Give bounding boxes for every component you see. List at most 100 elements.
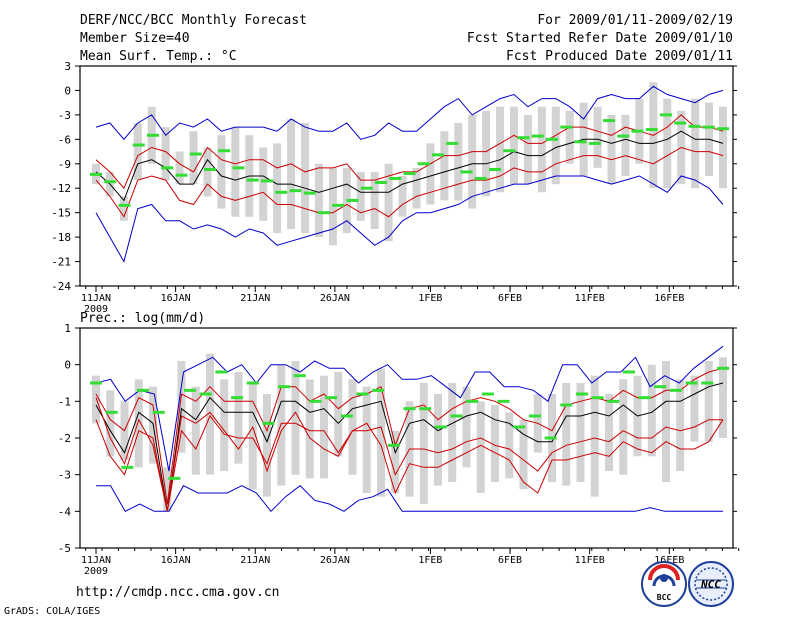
spread-bar	[576, 383, 585, 482]
spread-bar	[491, 405, 499, 482]
bcc-logo-label: BCC	[657, 593, 672, 602]
forecast-mark	[591, 396, 604, 400]
x-tick-label: 6FEB	[498, 555, 522, 566]
forecast-mark	[660, 113, 672, 117]
forecast-mark	[654, 385, 667, 389]
y-tick-label: 0	[64, 84, 71, 97]
forecast-mark	[262, 421, 275, 425]
forecast-mark	[460, 170, 473, 174]
forecast-mark	[137, 388, 150, 392]
forecast-mark	[293, 374, 306, 378]
spread-bar	[277, 364, 286, 486]
chart-title: DERF/NCC/BCC Monthly Forecast	[80, 13, 307, 28]
prec-panel-title: Prec.: log(mm/d)	[80, 311, 205, 326]
spread-bar	[206, 353, 214, 475]
spread-bar	[191, 386, 200, 475]
spread-bar	[462, 386, 471, 468]
x-tick-label: 16JAN	[161, 555, 191, 566]
member-size: Member Size=40	[80, 31, 190, 46]
forecast-mark	[489, 167, 501, 171]
spread-bar	[565, 110, 574, 164]
forecast-mark	[118, 203, 131, 207]
series-line-lower	[95, 146, 724, 218]
spread-bar	[163, 467, 172, 512]
forecast-mark	[481, 392, 494, 396]
forecast-mark	[531, 134, 544, 138]
spread-bar	[348, 379, 357, 475]
spread-bar	[134, 379, 143, 468]
spread-bar	[662, 361, 670, 482]
forecast-mark	[121, 465, 134, 469]
spread-bar	[133, 123, 142, 181]
forecast-mark	[261, 179, 273, 183]
forecast-mark	[717, 366, 729, 370]
spread-bar	[551, 106, 560, 185]
spread-bar	[691, 98, 700, 189]
forecast-mark	[204, 167, 216, 171]
spread-bar	[476, 401, 485, 493]
y-tick-label: -3	[58, 469, 71, 482]
spread-bar	[676, 379, 685, 471]
spread-bar	[510, 106, 518, 185]
spread-bar	[719, 357, 727, 438]
spread-bar	[647, 364, 656, 457]
forecast-mark	[631, 129, 644, 133]
spread-bar	[434, 394, 442, 486]
spread-bar	[496, 106, 505, 193]
x-tick-label: 11JAN	[81, 555, 111, 566]
series-line-min	[95, 175, 724, 263]
spread-bar	[119, 196, 128, 221]
spread-bar	[482, 110, 491, 197]
spread-bar	[362, 386, 371, 493]
y-tick-label: -24	[51, 280, 71, 293]
source-url: http://cmdp.ncc.cma.gov.cn	[76, 585, 280, 600]
spread-bar	[562, 383, 571, 486]
forecast-mark	[446, 141, 459, 145]
forecast-mark	[669, 388, 682, 392]
forecast-mark	[340, 414, 353, 418]
fcst-started-date: Fcst Started Refer Date 2009/01/10	[467, 31, 733, 46]
spread-bar	[263, 394, 271, 497]
forecast-mark	[403, 407, 416, 411]
x-tick-label: 6FEB	[498, 293, 522, 304]
forecast-mark	[513, 425, 526, 429]
forecast-mark	[617, 134, 630, 138]
forecast-mark	[645, 128, 658, 132]
forecast-mark	[289, 189, 302, 193]
spread-bar	[106, 390, 115, 457]
forecast-mark	[346, 198, 359, 202]
forecast-mark	[104, 180, 117, 184]
x-tick-year: 2009	[84, 304, 108, 315]
forecast-mark	[588, 141, 601, 145]
x-tick-label: 11FEB	[575, 555, 605, 566]
forecast-mark	[717, 127, 729, 131]
y-tick-label: 0	[64, 359, 71, 372]
ncc-logo-label: NCC	[700, 578, 721, 591]
spread-bar	[607, 114, 616, 185]
y-tick-label: -3	[58, 109, 71, 122]
spread-bar	[663, 98, 672, 189]
forecast-mark	[231, 396, 244, 400]
spread-bar	[412, 167, 421, 209]
forecast-mark	[702, 125, 715, 129]
spread-bar	[398, 176, 407, 217]
forecast-mark	[303, 191, 316, 195]
y-tick-label: -18	[51, 231, 71, 244]
spread-bar	[468, 114, 477, 209]
temp-panel-title: Mean Surf. Temp.: °C	[80, 49, 237, 64]
series-line-max	[95, 85, 724, 141]
spread-bar	[320, 375, 328, 479]
series-line-upper	[95, 114, 724, 190]
spread-bar	[301, 123, 309, 234]
forecast-mark	[389, 176, 402, 180]
forecast-mark	[528, 414, 541, 418]
forecast-mark	[544, 436, 557, 440]
spread-bar	[203, 147, 212, 197]
spread-bar	[391, 430, 400, 493]
forecast-mark	[622, 370, 635, 374]
y-tick-label: 3	[64, 60, 71, 73]
forecast-mark	[218, 149, 231, 153]
spread-bar	[605, 394, 613, 471]
